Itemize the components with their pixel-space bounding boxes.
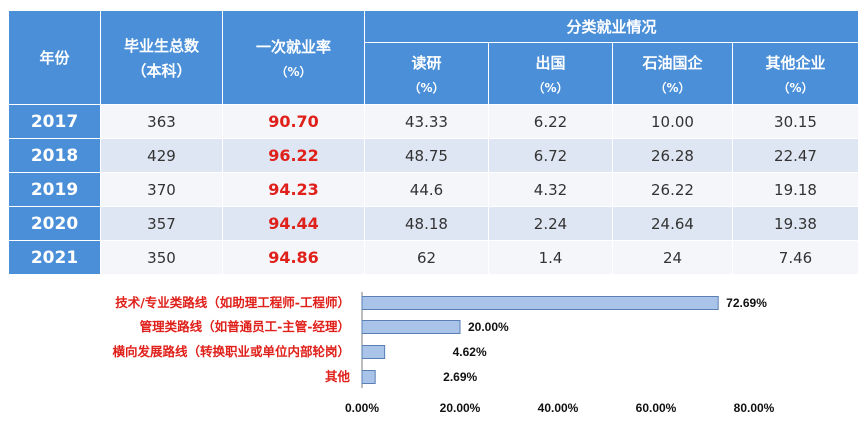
category-value-cell: 10.00: [612, 104, 733, 139]
data-label: 20.00%: [468, 320, 509, 334]
header-category: 读研 （%）: [364, 42, 489, 105]
bar: [361, 320, 461, 334]
year-cell: 2018: [8, 138, 101, 173]
bar: [361, 345, 386, 359]
employment-stats-table: 年份 毕业生总数 （本科） 一次就业率 （%） 分类就业情况 读研 （%） 出国（…: [8, 10, 860, 275]
bar: [361, 296, 719, 310]
data-label: 4.62%: [453, 345, 487, 359]
employment-rate-cell: 94.23: [222, 172, 365, 207]
header-graduates: 毕业生总数 （本科）: [100, 10, 223, 105]
career-path-bar-chart: 技术/专业类路线（如助理工程师-工程师） 72.69% 管理类路线（如普通员工-主管…: [112, 292, 775, 415]
category-value-cell: 2.24: [488, 206, 613, 241]
category-value-cell: 6.72: [488, 138, 613, 173]
data-label: 72.69%: [726, 296, 767, 310]
category-value-cell: 43.33: [364, 104, 489, 139]
category-value-cell: 24: [612, 240, 733, 275]
category-value-cell: 19.18: [731, 172, 860, 207]
x-tick-label: 20.00%: [440, 401, 481, 415]
category-value-cell: 44.6: [364, 172, 489, 207]
graduates-cell: 357: [100, 206, 223, 241]
x-tick-label: 40.00%: [538, 401, 579, 415]
graduates-cell: 363: [100, 104, 223, 139]
year-cell: 2019: [8, 172, 101, 207]
employment-rate-cell: 94.86: [222, 240, 365, 275]
employment-rate-cell: 90.70: [222, 104, 365, 139]
category-value-cell: 62: [364, 240, 489, 275]
header-category-group: 分类就业情况: [363, 10, 860, 43]
category-value-cell: 48.75: [364, 138, 489, 173]
category-value-cell: 26.22: [612, 172, 733, 207]
table-row: 2017 363 90.70 43.33 6.22 10.00 30.15: [8, 104, 860, 139]
table-row: 2018 429 96.22 48.75 6.72 26.28 22.47: [8, 138, 860, 173]
graduates-cell: 370: [100, 172, 223, 207]
category-value-cell: 19.38: [731, 206, 860, 241]
category-value-cell: 22.47: [731, 138, 860, 173]
table-row: 2021 350 94.86 62 1.4 24 7.46: [8, 240, 860, 275]
x-tick-label: 60.00%: [636, 401, 677, 415]
category-value-cell: 30.15: [731, 104, 860, 139]
category-value-cell: 24.64: [612, 206, 733, 241]
x-tick-label: 80.00%: [734, 401, 775, 415]
category-value-cell: 4.32: [488, 172, 613, 207]
category-label: 横向发展路线（转换职业或单位内部轮岗）: [112, 344, 350, 359]
header-employment-rate: 一次就业率 （%）: [222, 10, 365, 105]
header-category: 石油国企 （%）: [612, 42, 733, 105]
category-label: 技术/专业类路线（如助理工程师-工程师）: [115, 295, 350, 310]
category-value-cell: 6.22: [488, 104, 613, 139]
year-cell: 2020: [8, 206, 101, 241]
graduates-cell: 429: [100, 138, 223, 173]
category-value-cell: 48.18: [364, 206, 489, 241]
data-label: 2.69%: [443, 370, 477, 384]
table-row: 2020 357 94.44 48.18 2.24 24.64 19.38: [8, 206, 860, 241]
employment-rate-cell: 96.22: [222, 138, 365, 173]
year-cell: 2021: [8, 240, 101, 275]
bar: [361, 370, 376, 384]
category-value-cell: 7.46: [731, 240, 860, 275]
table-row: 2019 370 94.23 44.6 4.32 26.22 19.18: [8, 172, 860, 207]
header-category: 出国 （%）: [488, 42, 613, 105]
header-category: 其他企业 （%）: [731, 42, 860, 105]
category-label: 管理类路线（如普通员工-主管-经理）: [140, 319, 350, 334]
year-cell: 2017: [8, 104, 101, 139]
header-year: 年份: [8, 10, 101, 105]
graduates-cell: 350: [100, 240, 223, 275]
table-body: 2017 363 90.70 43.33 6.22 10.00 30.15 2018 429 96…: [8, 104, 860, 275]
employment-rate-cell: 94.44: [222, 206, 365, 241]
x-tick-label: 0.00%: [345, 401, 379, 415]
category-value-cell: 26.28: [612, 138, 733, 173]
category-label: 其他: [325, 369, 351, 384]
category-value-cell: 1.4: [488, 240, 613, 275]
